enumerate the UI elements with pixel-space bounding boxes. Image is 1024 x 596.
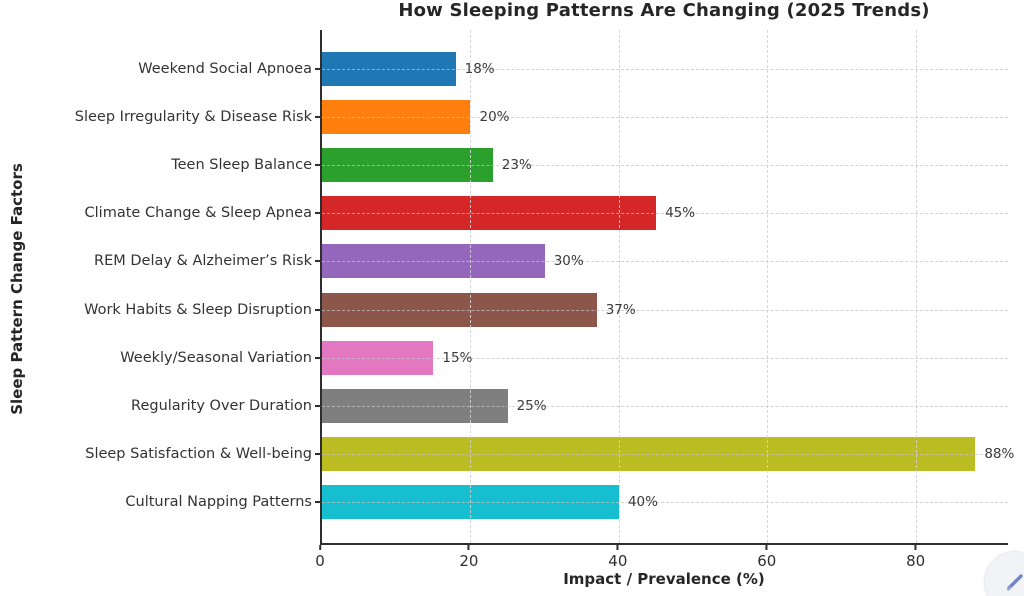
bar-value-label: 23% [501, 157, 532, 174]
y-tick-mark [315, 164, 320, 167]
gridline-horizontal [322, 69, 1008, 71]
x-tick: 20 [459, 545, 478, 570]
y-tick-mark [315, 116, 320, 119]
x-tick: 40 [608, 545, 627, 570]
bar-row: Weekend Social Apnoea 18% [138, 45, 1008, 93]
gridline-horizontal [322, 117, 1008, 119]
bar-row: Regularity Over Duration 25% [131, 382, 1008, 430]
gridline-horizontal [322, 165, 1008, 167]
gridline-horizontal [322, 213, 1008, 215]
y-tick-mark [315, 308, 320, 311]
bar-row: Work Habits & Sleep Disruption 37% [84, 285, 1008, 333]
gridline-horizontal [322, 405, 1008, 407]
x-tick-label: 80 [906, 552, 926, 570]
gridline-horizontal [322, 501, 1008, 503]
bar-value-label: 37% [605, 301, 636, 318]
y-tick-mark [315, 212, 320, 215]
gridline-horizontal [322, 357, 1008, 359]
gridline-horizontal [322, 309, 1008, 311]
bar-row: Weekly/Seasonal Variation 15% [120, 334, 1008, 382]
bar-value-label: 18% [464, 61, 495, 78]
category-label: Teen Sleep Balance [171, 157, 312, 174]
bar-value-label: 45% [665, 205, 696, 222]
category-label: Climate Change & Sleep Apnea [84, 205, 312, 222]
category-label: Weekly/Seasonal Variation [120, 349, 312, 366]
x-tick: 60 [757, 545, 776, 570]
x-tick-label: 40 [608, 552, 628, 570]
bar-row: Sleep Irregularity & Disease Risk 20% [75, 93, 1008, 141]
chart-title: How Sleeping Patterns Are Changing (2025… [398, 0, 930, 21]
y-tick-mark [315, 260, 320, 263]
gridline-vertical [618, 30, 620, 543]
category-label: Sleep Satisfaction & Well-being [85, 445, 312, 462]
category-label: Weekend Social Apnoea [138, 61, 312, 78]
y-tick-mark [315, 500, 320, 503]
gridline-vertical [915, 30, 917, 543]
y-tick-mark [315, 356, 320, 359]
gridline-horizontal [322, 261, 1008, 263]
bar-value-label: 20% [479, 109, 510, 126]
x-axis-label: Impact / Prevalence (%) [563, 570, 765, 588]
x-tick-label: 0 [315, 552, 325, 570]
x-tick-mark [616, 545, 619, 550]
category-label: Work Habits & Sleep Disruption [84, 301, 312, 318]
gridline-vertical [470, 30, 472, 543]
y-tick-mark [315, 404, 320, 407]
pen-icon [1002, 569, 1024, 595]
gridline-horizontal [322, 453, 1008, 455]
x-tick-mark [914, 545, 917, 550]
x-tick-label: 20 [459, 552, 479, 570]
x-tick-mark [765, 545, 768, 550]
y-tick-mark [315, 452, 320, 455]
bar-rows: Weekend Social Apnoea 18% Sleep Irregulari… [75, 45, 1014, 526]
category-label: Cultural Napping Patterns [125, 493, 312, 510]
bar-row: Teen Sleep Balance 23% [171, 141, 1008, 189]
x-tick-mark [318, 545, 321, 550]
bar-value-label: 40% [627, 493, 658, 510]
bar-row: REM Delay & Alzheimer’s Risk 30% [94, 237, 1008, 285]
y-axis-label: Sleep Pattern Change Factors [8, 163, 26, 415]
x-tick-label: 60 [757, 552, 777, 570]
x-tick: 80 [906, 545, 925, 570]
category-label: Sleep Irregularity & Disease Risk [74, 109, 312, 126]
category-label: Regularity Over Duration [131, 397, 312, 414]
gridline-vertical [767, 30, 769, 543]
bar-value-label: 25% [516, 397, 547, 414]
bar-row: Cultural Napping Patterns 40% [125, 478, 1008, 526]
bar-row: Sleep Satisfaction & Well-being 88% [85, 430, 1014, 478]
x-tick: 0 [315, 545, 325, 570]
plot-area: Weekend Social Apnoea 18% Sleep Irregulari… [75, 30, 1014, 545]
bar-value-label: 15% [442, 349, 473, 366]
bar-value-label: 30% [553, 253, 584, 270]
bar-value-label: 88% [984, 445, 1015, 462]
y-tick-mark [315, 68, 320, 71]
x-axis-ticks: 0 20 40 60 80 [315, 545, 1008, 571]
x-tick-mark [467, 545, 470, 550]
bar-row: Climate Change & Sleep Apnea 45% [85, 189, 1008, 237]
category-label: REM Delay & Alzheimer’s Risk [94, 253, 312, 270]
